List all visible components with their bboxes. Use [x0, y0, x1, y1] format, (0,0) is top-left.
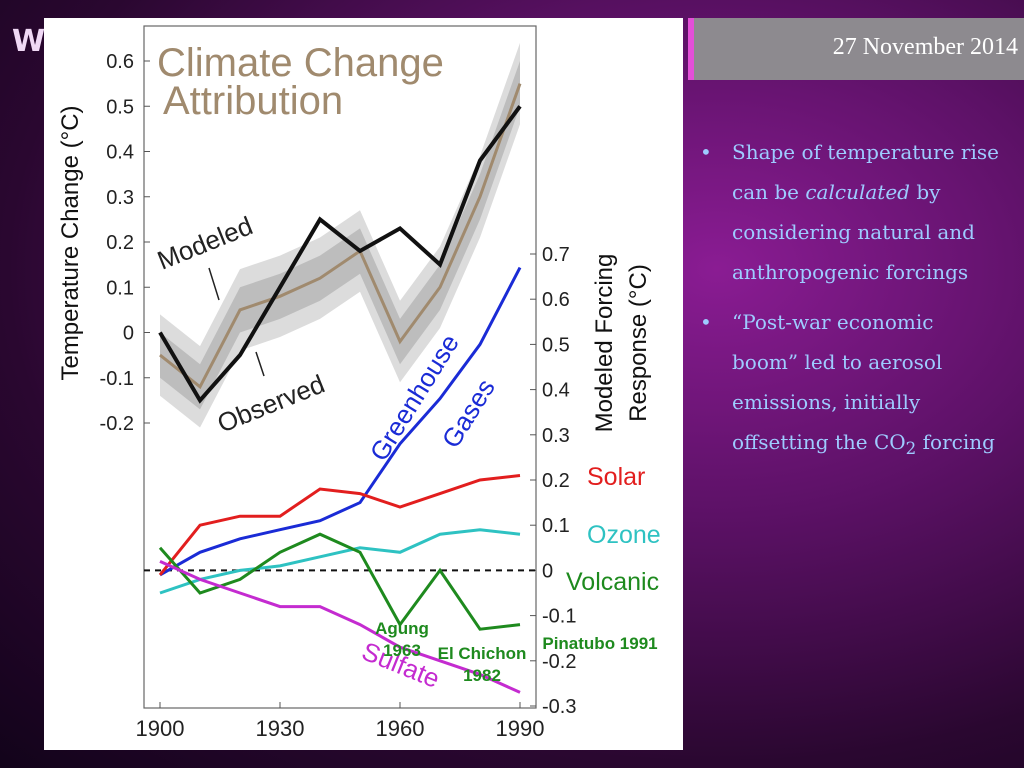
bullet-list: • Shape of temperature rise can be calcu…: [700, 132, 1000, 479]
slide-date: 27 November 2014: [832, 34, 1018, 60]
bottom-ytick-label: -0.2: [542, 651, 576, 673]
top-ytick-label: 0.3: [106, 187, 134, 209]
annotation-agung: Agung 1963: [375, 619, 429, 660]
bottom-ytick-label: 0: [542, 560, 553, 582]
top-ytick-label: 0.2: [106, 232, 134, 254]
arrow-observed-icon: [255, 351, 265, 377]
annotation-el-chichon-line: El Chichon: [438, 644, 527, 663]
bottom-yaxis-label-line1: Modeled Forcing: [591, 254, 618, 433]
label-volcanic: Volcanic: [566, 568, 659, 596]
bullet-emphasis: calculated: [805, 180, 910, 204]
slide-title-fragment: W: [12, 24, 46, 59]
chart-title-line1: Climate Change: [157, 41, 444, 85]
arrow-modeled-icon: [208, 267, 220, 301]
bottom-ytick-label: 0.1: [542, 515, 570, 537]
bottom-ytick-label: 0.7: [542, 244, 570, 266]
top-ytick-label: 0: [123, 323, 134, 345]
series-line-sulfate: [159, 560, 521, 694]
series-line-solar: [158, 474, 521, 576]
bottom-ytick-label: -0.1: [542, 606, 576, 628]
xtick-label: 1960: [376, 716, 425, 741]
series-line-ozone: [159, 528, 521, 595]
bottom-ytick-label: -0.3: [542, 696, 576, 718]
attribution-chart: Climate Change Attribution 0.6 0.5 0.4 0.3 0…: [44, 18, 683, 750]
chart-title-line2: Attribution: [163, 79, 343, 123]
label-ozone: Ozone: [587, 521, 661, 549]
label-observed: Observed: [213, 369, 329, 439]
bullet-item: • Shape of temperature rise can be calcu…: [700, 132, 1000, 292]
top-yaxis-label: Temperature Change (°C): [57, 105, 84, 380]
bottom-ytick-label: 0.3: [542, 425, 570, 447]
series-line-greenhouse-gases: [159, 266, 522, 577]
label-gases: Gases: [436, 374, 501, 454]
bullet-text: “Post-war economic boom” led to aerosol …: [732, 310, 943, 454]
annotation-pinatubo: Pinatubo 1991: [542, 634, 657, 653]
bullet-text-tail: by considering natural and anthropogenic…: [732, 180, 975, 284]
top-ytick-label: -0.1: [100, 368, 134, 390]
bullet-item: • “Post-war economic boom” led to aeroso…: [700, 302, 1000, 469]
annotation-el-chichon: El Chichon 1982: [438, 644, 527, 685]
bullet-dot-icon: •: [700, 310, 712, 334]
bullet-subscript: 2: [905, 439, 917, 458]
annotation-agung-line: 1963: [383, 641, 421, 660]
bullet-dot-icon: •: [700, 140, 712, 164]
annotation-agung-line: Agung: [375, 619, 429, 638]
bottom-ytick-label: 0.6: [542, 289, 570, 311]
top-ytick-label: -0.2: [100, 413, 134, 435]
bottom-ytick-label: 0.4: [542, 380, 570, 402]
date-bar: 27 November 2014: [688, 18, 1024, 80]
top-ytick-label: 0.6: [106, 51, 134, 73]
series-line-modeled: [159, 83, 522, 390]
annotation-pinatubo-line: Pinatubo 1991: [542, 634, 657, 653]
bottom-ytick-label: 0.5: [542, 334, 570, 356]
top-ytick-label: 0.4: [106, 142, 134, 164]
top-ytick-label: 0.1: [106, 277, 134, 299]
bottom-ytick-label: 0.2: [542, 470, 570, 492]
bullet-text-tail: forcing: [916, 430, 995, 454]
bottom-yaxis-label-line2: Response (°C): [625, 264, 652, 422]
modeled-uncertainty-band-inner: [160, 61, 520, 410]
annotation-el-chichon-line: 1982: [463, 666, 501, 685]
xtick-label: 1990: [496, 716, 545, 741]
plot-frame: [143, 25, 537, 709]
xtick-label: 1930: [256, 716, 305, 741]
chart-canvas: Climate Change Attribution 0.6 0.5 0.4 0.3 0…: [57, 25, 661, 741]
series-line-observed: [158, 105, 522, 404]
top-ytick-label: 0.5: [106, 96, 134, 118]
label-modeled: Modeled: [153, 210, 257, 275]
xtick-label: 1900: [136, 716, 185, 741]
bullet-text: Shape of temperature rise can be: [732, 140, 999, 204]
label-solar: Solar: [587, 463, 645, 491]
